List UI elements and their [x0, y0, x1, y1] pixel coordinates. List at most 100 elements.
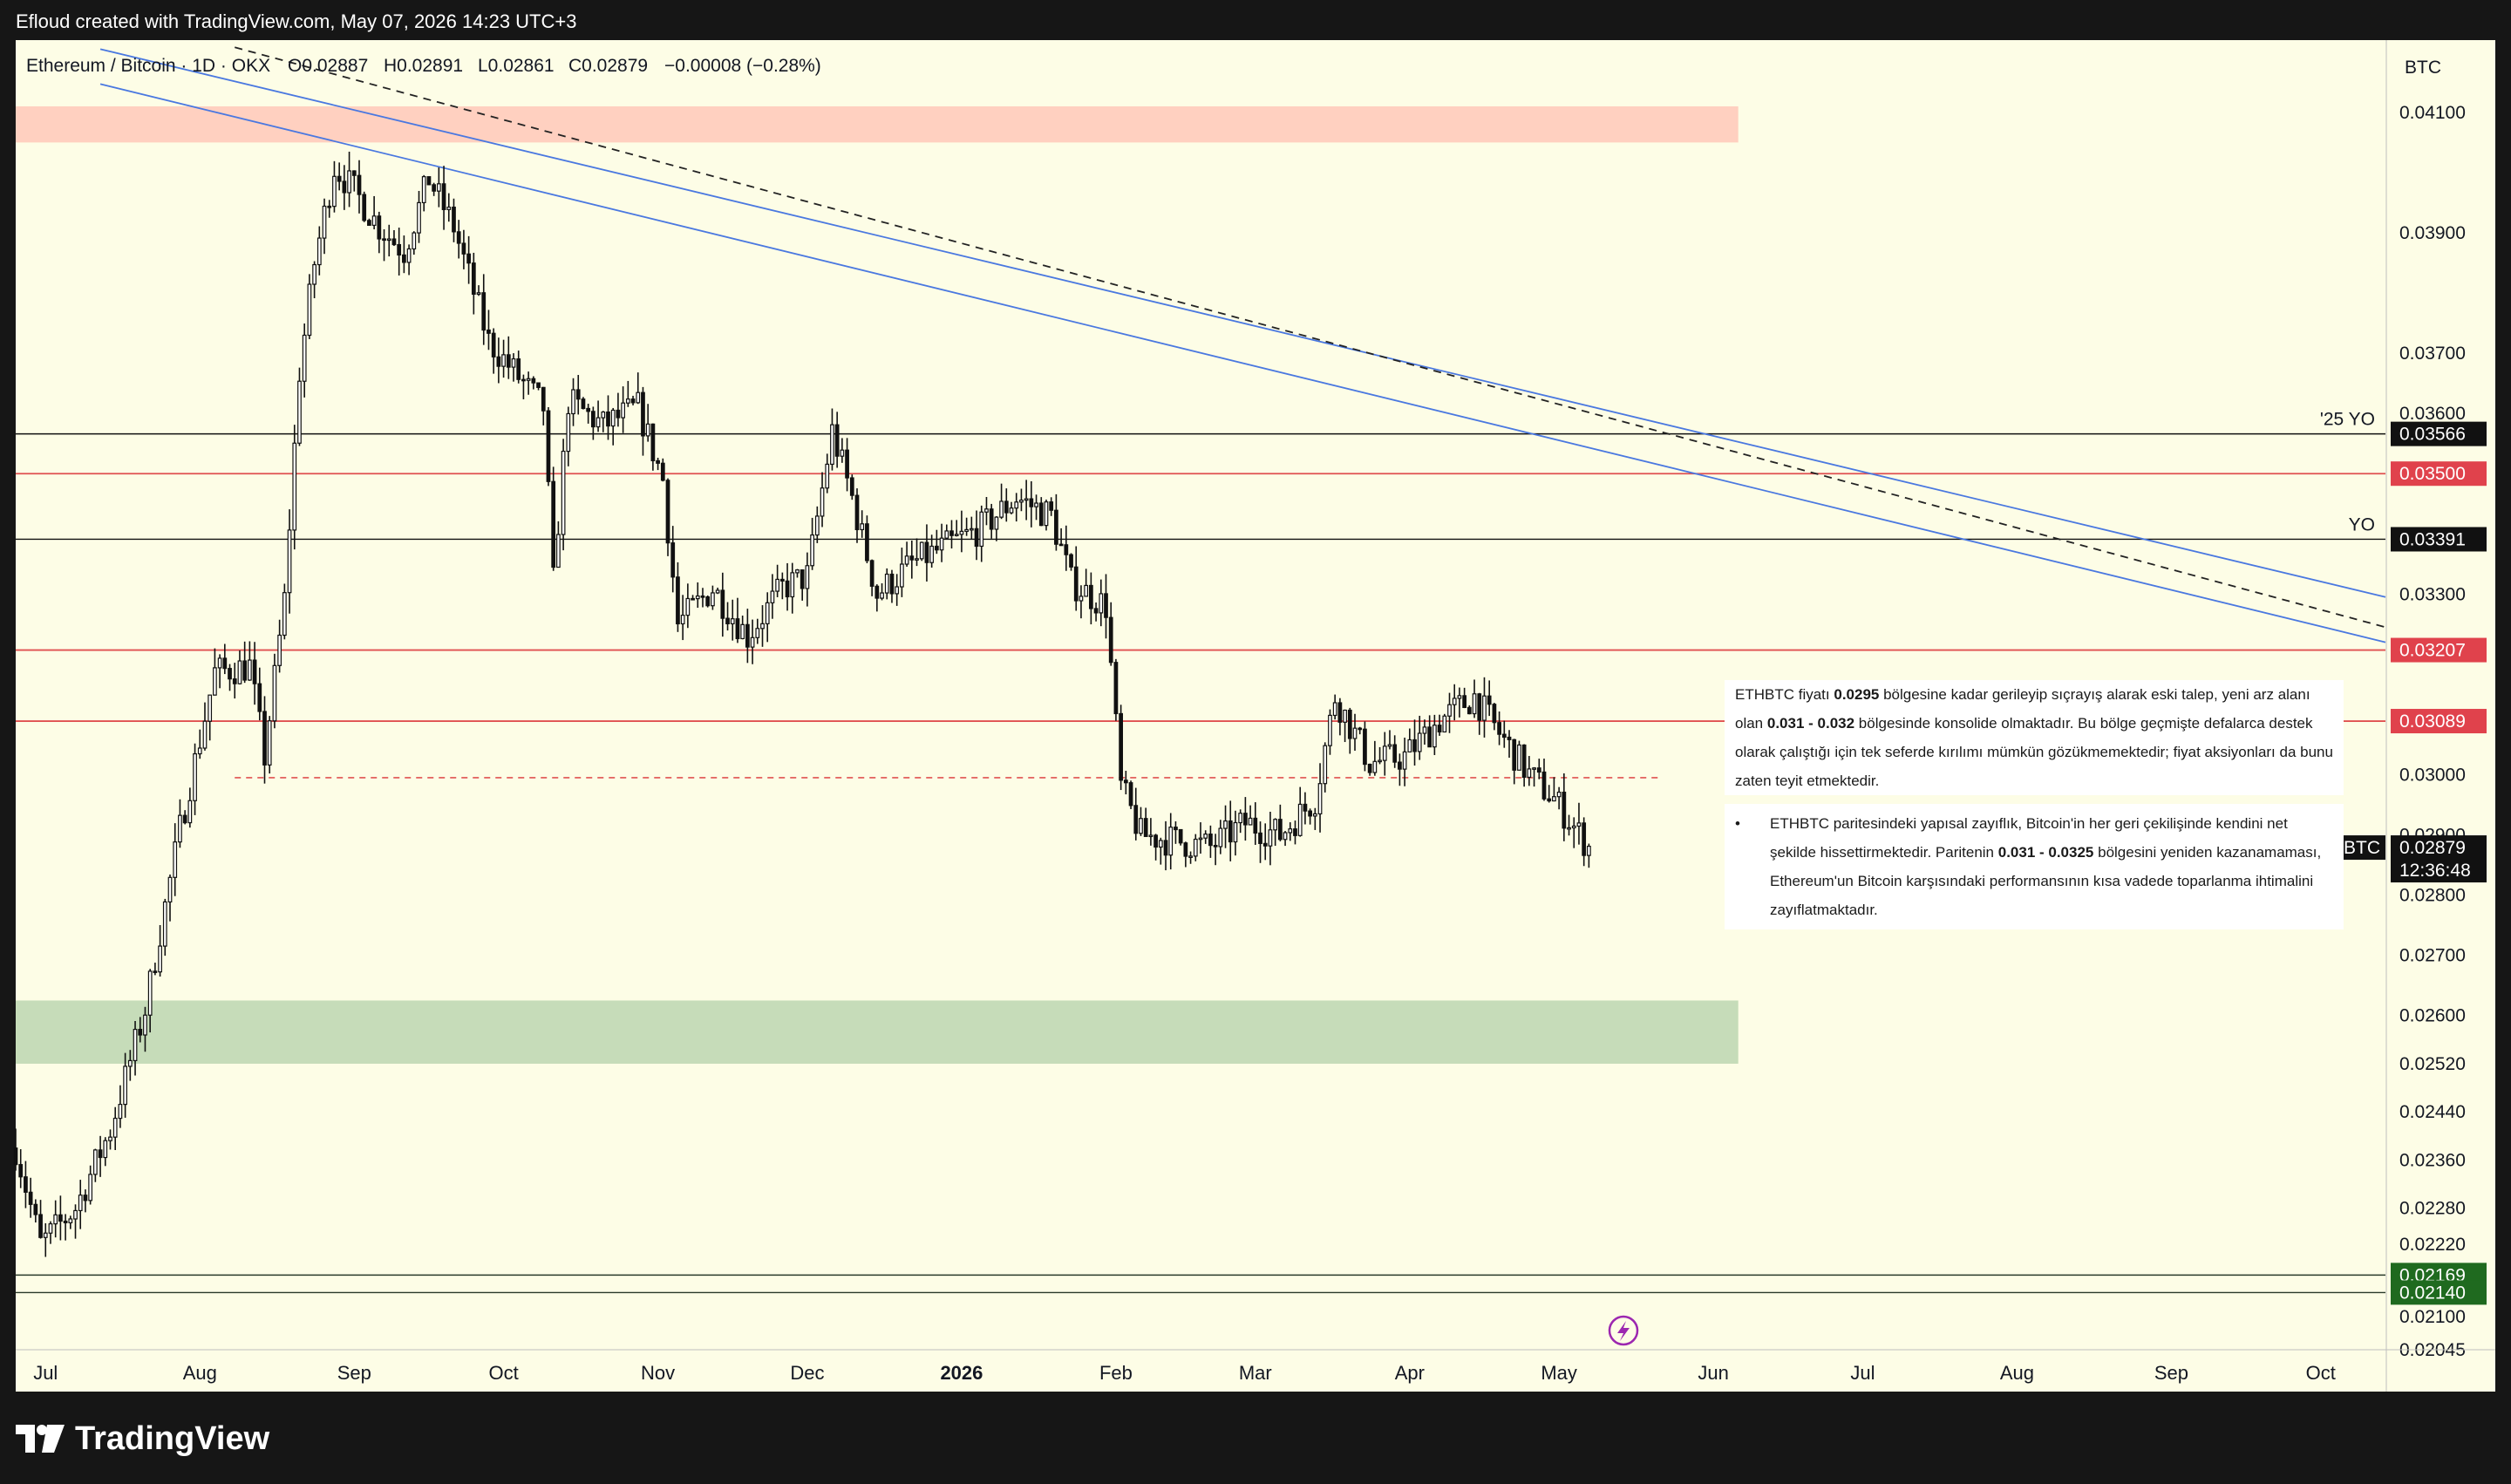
- candle[interactable]: [1163, 820, 1168, 871]
- candle[interactable]: [1547, 785, 1552, 803]
- candle[interactable]: [337, 162, 342, 191]
- candle[interactable]: [1477, 692, 1482, 735]
- candle[interactable]: [386, 224, 391, 257]
- candle[interactable]: [307, 274, 312, 340]
- level-badge-1[interactable]: [2391, 461, 2487, 487]
- candle[interactable]: [197, 729, 202, 759]
- candle[interactable]: [48, 1221, 53, 1244]
- candle[interactable]: [63, 1214, 68, 1241]
- candle[interactable]: [382, 228, 386, 262]
- candle[interactable]: [262, 696, 267, 784]
- candle[interactable]: [1466, 705, 1472, 715]
- candle[interactable]: [1104, 574, 1108, 639]
- candle[interactable]: [167, 874, 173, 922]
- candle[interactable]: [108, 1129, 112, 1150]
- level-badge-4[interactable]: [2391, 709, 2487, 734]
- candle[interactable]: [1387, 730, 1392, 750]
- candle[interactable]: [272, 653, 277, 729]
- candle[interactable]: [202, 702, 208, 751]
- candle[interactable]: [730, 599, 735, 641]
- trend-line-mid[interactable]: [235, 46, 2386, 629]
- candle[interactable]: [13, 1128, 18, 1171]
- candle[interactable]: [1337, 698, 1343, 736]
- candle[interactable]: [1079, 585, 1084, 619]
- candle[interactable]: [88, 1165, 93, 1205]
- candle[interactable]: [248, 641, 252, 681]
- candle[interactable]: [820, 472, 825, 528]
- candle[interactable]: [904, 541, 909, 567]
- candle[interactable]: [1034, 494, 1038, 521]
- candle[interactable]: [138, 1017, 143, 1043]
- candle[interactable]: [461, 229, 466, 269]
- candle[interactable]: [1472, 679, 1477, 718]
- candle[interactable]: [725, 602, 730, 631]
- candle[interactable]: [630, 395, 636, 405]
- candle[interactable]: [561, 439, 566, 551]
- candle[interactable]: [351, 170, 357, 192]
- candle[interactable]: [1487, 680, 1492, 717]
- candle[interactable]: [840, 438, 845, 463]
- level-badge-0[interactable]: [2391, 421, 2487, 446]
- candle[interactable]: [377, 211, 382, 254]
- candle[interactable]: [575, 375, 581, 415]
- candle[interactable]: [1427, 715, 1432, 748]
- candle[interactable]: [700, 588, 705, 608]
- candle[interactable]: [24, 1161, 28, 1208]
- tradingview-logo[interactable]: TradingView: [16, 1414, 269, 1463]
- candle[interactable]: [487, 310, 491, 351]
- candle[interactable]: [1038, 497, 1044, 527]
- candle[interactable]: [1587, 843, 1591, 868]
- candle[interactable]: [641, 386, 645, 456]
- candle[interactable]: [1332, 694, 1337, 720]
- candle[interactable]: [810, 517, 814, 570]
- candle[interactable]: [362, 191, 367, 222]
- candle[interactable]: [147, 969, 153, 1033]
- candle[interactable]: [556, 521, 561, 568]
- candle[interactable]: [1536, 759, 1541, 779]
- candle[interactable]: [566, 406, 571, 466]
- candle[interactable]: [1447, 692, 1452, 733]
- candle[interactable]: [123, 1052, 127, 1118]
- candle[interactable]: [1093, 602, 1099, 622]
- candle[interactable]: [162, 898, 167, 956]
- candle[interactable]: [889, 569, 895, 603]
- candle[interactable]: [446, 193, 452, 222]
- candle[interactable]: [929, 534, 935, 568]
- candle[interactable]: [621, 386, 626, 433]
- candle[interactable]: [676, 562, 680, 632]
- candle[interactable]: [665, 478, 670, 556]
- candle[interactable]: [1317, 763, 1323, 833]
- candle[interactable]: [999, 483, 1004, 520]
- candle[interactable]: [720, 572, 725, 637]
- candle[interactable]: [1392, 735, 1398, 768]
- candle[interactable]: [1432, 714, 1437, 755]
- candle[interactable]: [1168, 813, 1174, 870]
- candle[interactable]: [1019, 488, 1024, 512]
- candle[interactable]: [252, 642, 257, 705]
- candle[interactable]: [1193, 834, 1198, 861]
- candle[interactable]: [790, 562, 795, 614]
- candle[interactable]: [193, 743, 197, 815]
- candle[interactable]: [755, 618, 760, 644]
- candle[interactable]: [660, 458, 665, 482]
- level-badge-6[interactable]: [2391, 1280, 2487, 1305]
- candle[interactable]: [242, 641, 248, 684]
- candle[interactable]: [1198, 822, 1203, 854]
- candle[interactable]: [1084, 568, 1089, 597]
- candle[interactable]: [1113, 658, 1119, 721]
- candle[interactable]: [112, 1106, 118, 1151]
- candle[interactable]: [814, 506, 820, 543]
- candle[interactable]: [521, 374, 526, 399]
- candle[interactable]: [590, 406, 595, 440]
- candle[interactable]: [417, 190, 421, 243]
- candle[interactable]: [880, 582, 884, 601]
- candle[interactable]: [421, 174, 426, 212]
- candle[interactable]: [800, 569, 805, 601]
- candle[interactable]: [1462, 687, 1467, 709]
- candle[interactable]: [691, 595, 695, 601]
- candle[interactable]: [1208, 825, 1213, 858]
- candle[interactable]: [984, 496, 989, 526]
- candle[interactable]: [402, 235, 406, 274]
- candle[interactable]: [979, 505, 984, 562]
- candle[interactable]: [1024, 480, 1029, 521]
